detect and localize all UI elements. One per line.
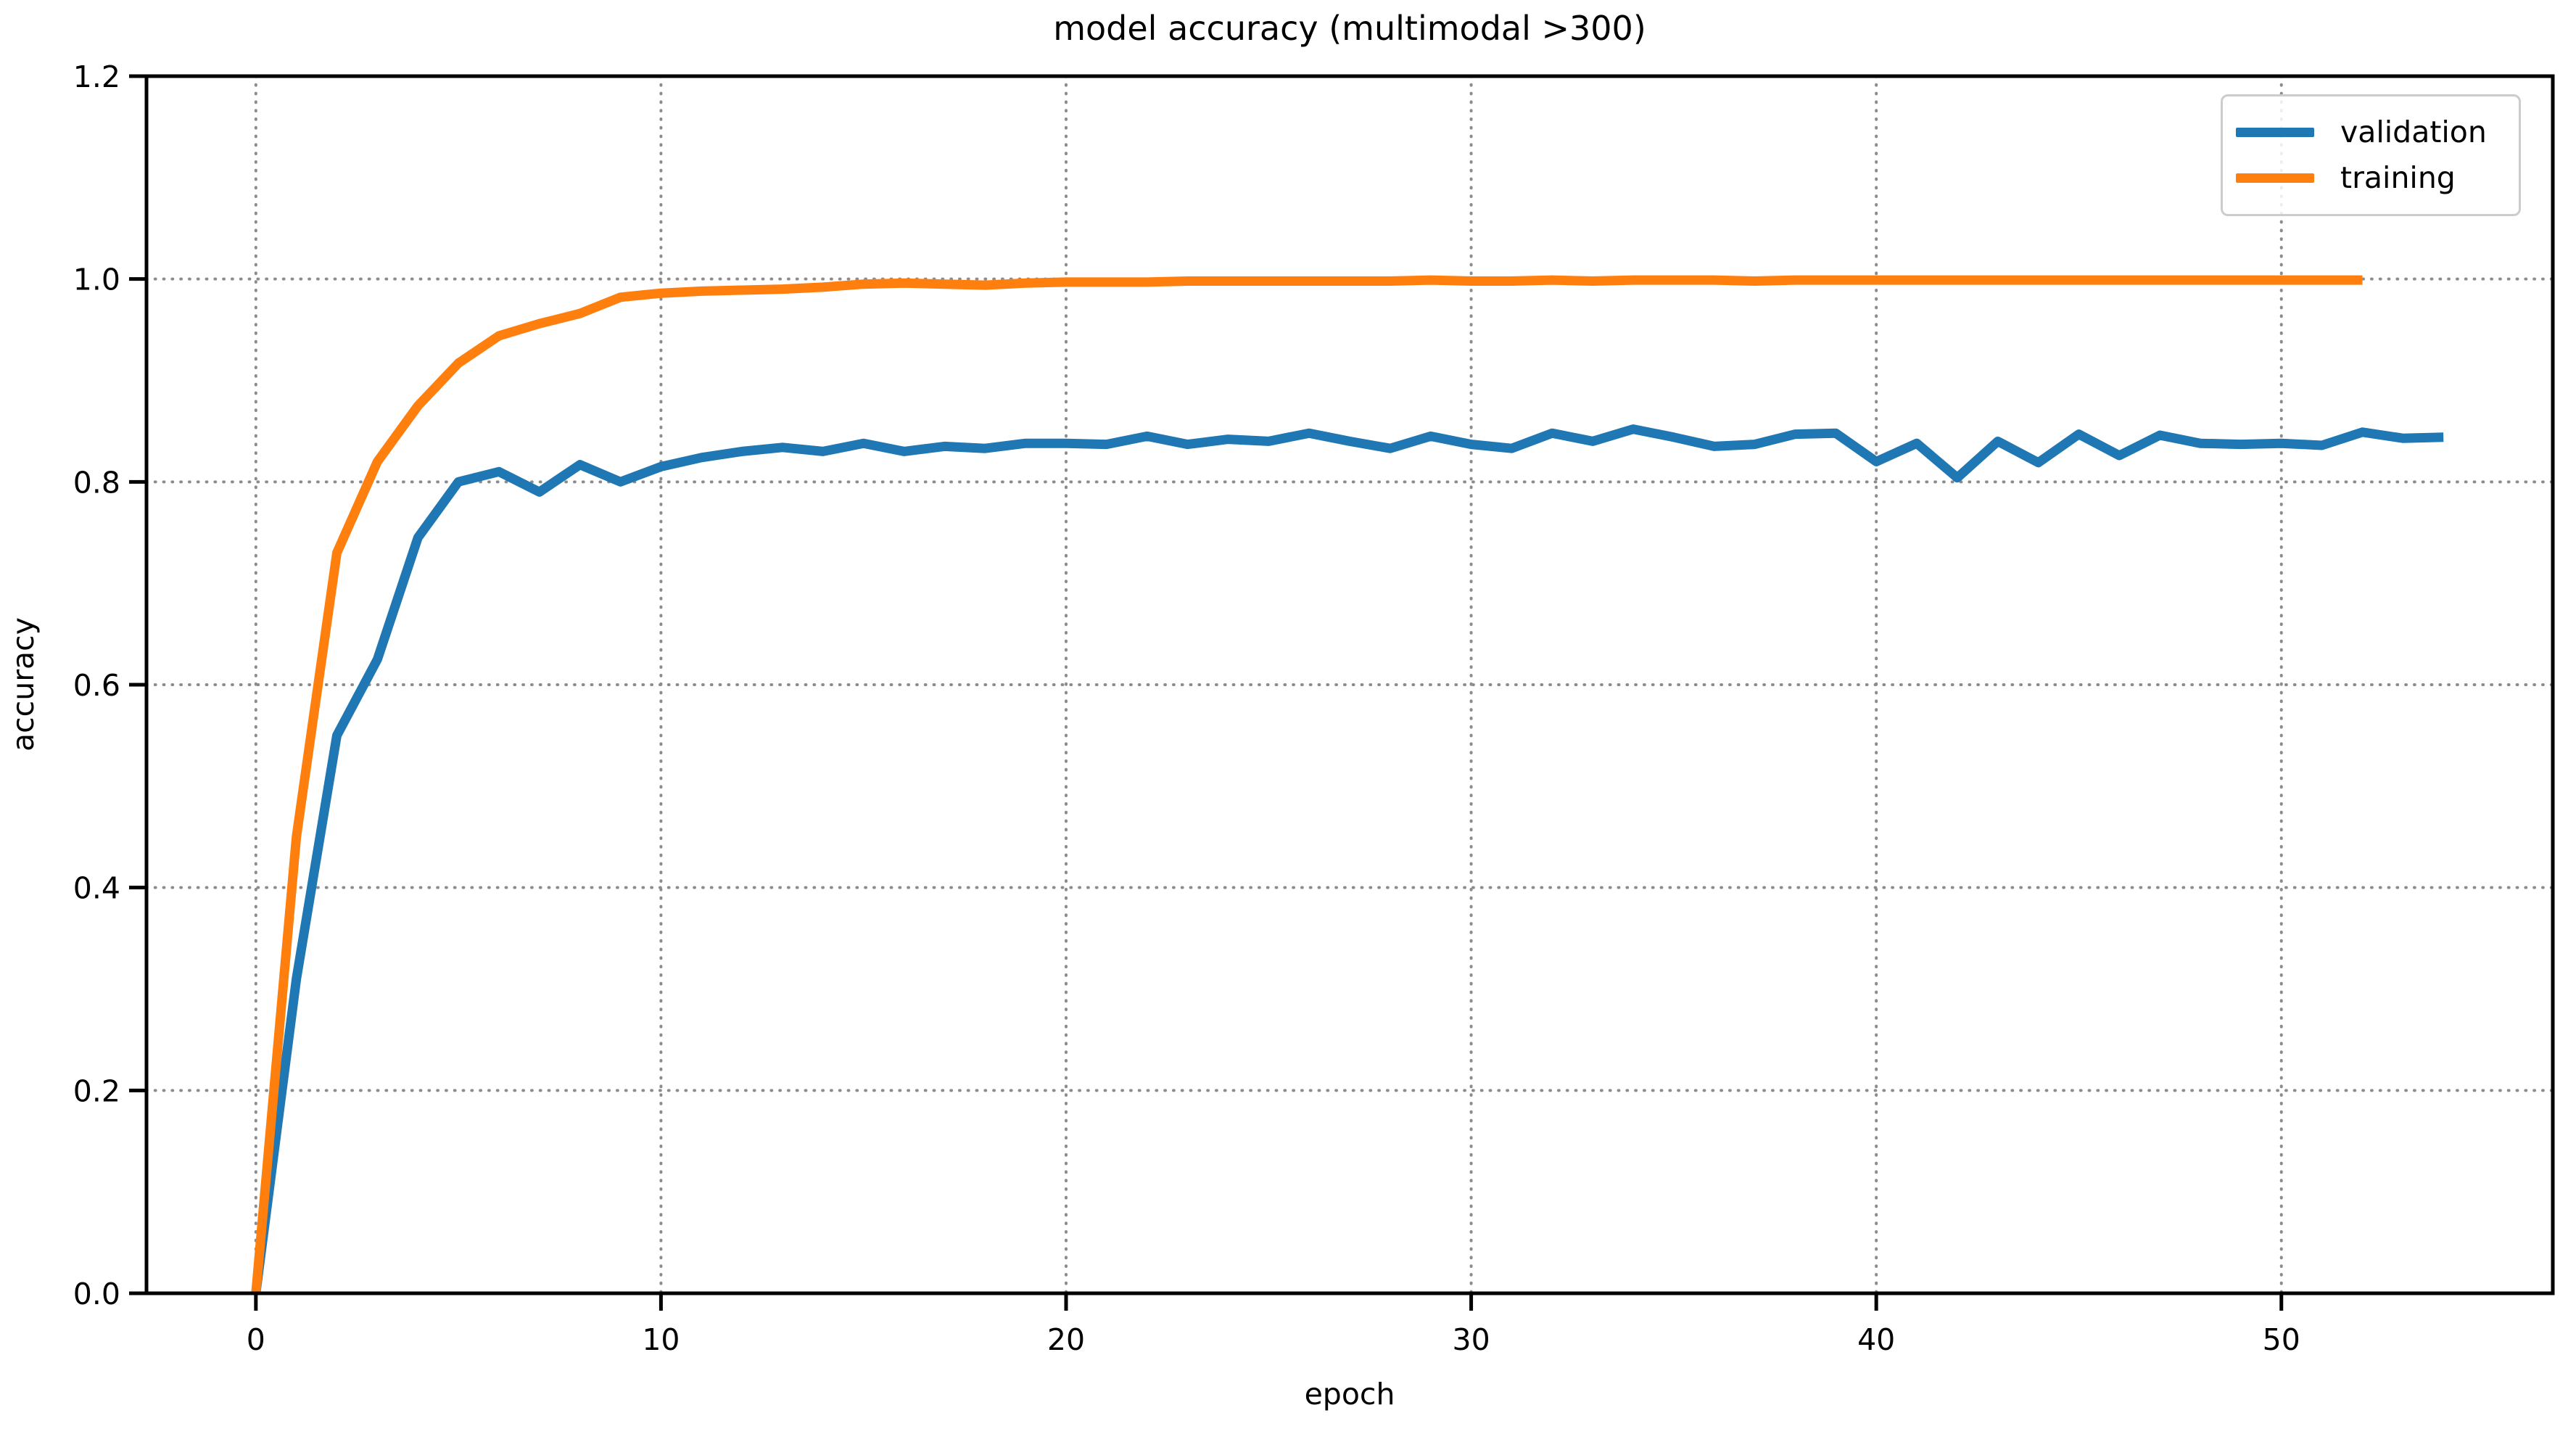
validation-line-swatch xyxy=(2236,128,2314,138)
y-tick-label: 1.0 xyxy=(73,263,120,297)
axis-ticks xyxy=(129,74,2284,1311)
y-tick-label: 0.4 xyxy=(73,871,120,906)
series-lines xyxy=(251,275,2444,1293)
chart-title: model accuracy (multimodal >300) xyxy=(1053,9,1646,48)
y-tick-label: 1.2 xyxy=(73,59,120,94)
y-tick-label: 0.0 xyxy=(73,1277,120,1311)
series-line-training xyxy=(251,275,2363,1293)
series-line-validation xyxy=(251,424,2444,1293)
x-tick-label: 20 xyxy=(1047,1322,1085,1357)
y-tick-label: 0.6 xyxy=(73,668,120,703)
x-tick-label: 30 xyxy=(1452,1322,1490,1357)
legend-item-training: training xyxy=(2236,160,2510,195)
x-tick-label: 10 xyxy=(642,1322,680,1357)
legend-label-training: training xyxy=(2340,160,2456,195)
x-tick-label: 0 xyxy=(247,1322,265,1357)
x-tick-label: 40 xyxy=(1857,1322,1895,1357)
tick-labels: 0 10 20 30 40 50 0.0 0.2 0.4 0.6 0.8 1.0 1.2 xyxy=(73,59,2300,1357)
y-tick-label: 0.8 xyxy=(73,465,120,500)
y-axis-label: accuracy xyxy=(6,617,41,752)
gridlines xyxy=(145,75,2554,1295)
legend-label-validation: validation xyxy=(2340,115,2487,150)
x-axis-label: epoch xyxy=(1304,1377,1395,1412)
legend: validation training xyxy=(2221,94,2521,216)
training-line-swatch xyxy=(2236,173,2314,183)
x-tick-label: 50 xyxy=(2263,1322,2300,1357)
legend-item-validation: validation xyxy=(2236,118,2510,147)
y-tick-label: 0.2 xyxy=(73,1074,120,1108)
